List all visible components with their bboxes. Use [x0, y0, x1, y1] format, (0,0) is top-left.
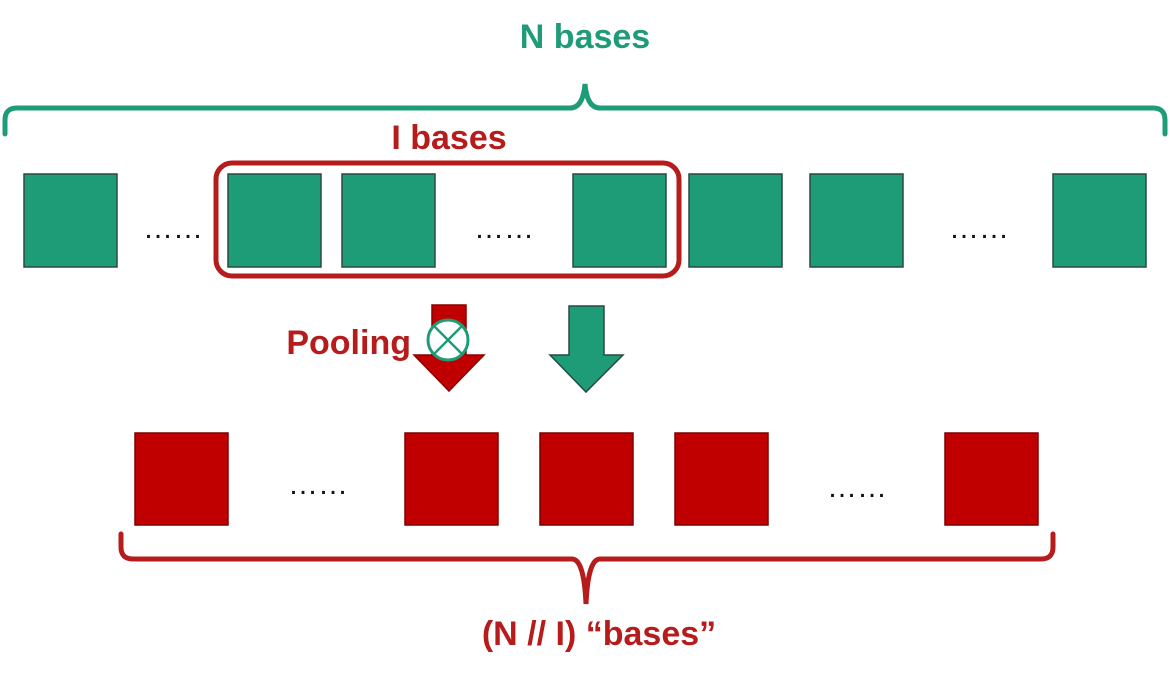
input-bases-row: …… …… …… — [23, 173, 1147, 268]
circled-times-icon — [426, 318, 470, 362]
ellipsis: …… — [143, 212, 203, 245]
top-brace — [2, 83, 1168, 137]
input-base — [809, 173, 904, 268]
input-base — [688, 173, 783, 268]
bottom-brace-label: (N // I) “bases” — [482, 615, 716, 653]
bottom-brace — [118, 531, 1056, 605]
output-base — [674, 432, 769, 526]
pooling-window — [213, 160, 682, 279]
output-base — [404, 432, 499, 526]
input-base — [227, 173, 322, 268]
output-base — [944, 432, 1039, 526]
output-bases-row: …… …… — [134, 432, 1039, 526]
ellipsis: …… — [949, 212, 1009, 245]
top-brace-label: N bases — [520, 18, 650, 56]
output-base — [134, 432, 229, 526]
input-base — [23, 173, 118, 268]
ellipsis: …… — [288, 468, 348, 501]
input-base — [341, 173, 436, 268]
output-base — [539, 432, 634, 526]
input-base — [572, 173, 667, 268]
input-base — [1052, 173, 1147, 268]
pooling-label: Pooling — [286, 324, 411, 362]
passthrough-arrow — [548, 305, 625, 394]
window-label: I bases — [391, 119, 506, 157]
ellipsis: …… — [474, 212, 534, 245]
ellipsis: …… — [827, 471, 887, 504]
